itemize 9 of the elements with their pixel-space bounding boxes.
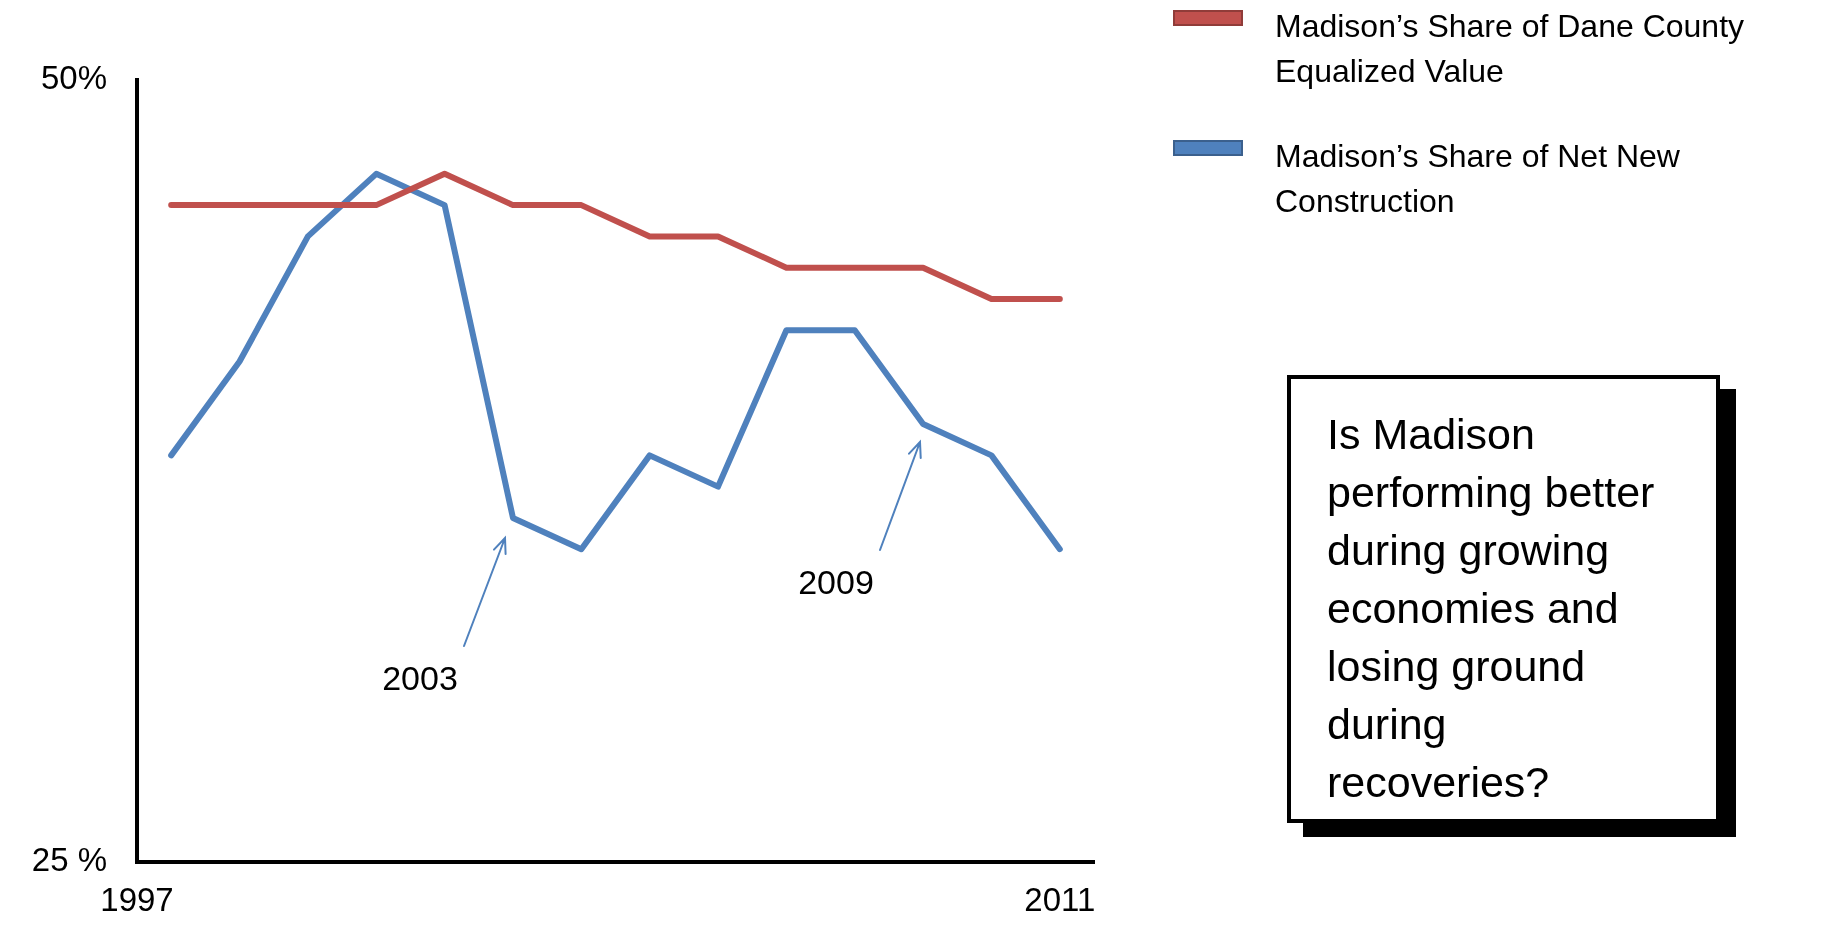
x-tick-label: 2011 [1024,880,1096,918]
legend-label: Madison’s Share of Net New Construction [1275,137,1681,221]
y-tick-label: 25 % [31,841,107,879]
annotation: 2003 [382,659,458,698]
annotation: 2009 [798,563,874,602]
x-tick-label: 1997 [100,880,174,918]
legend-label: Madison’s Share of Dane County Equalized Value [1275,7,1745,91]
text: Is Madison performing better during growing economies and losing ground during recoveries? [1287,375,1720,823]
y-tick-label: 50% [40,59,107,97]
